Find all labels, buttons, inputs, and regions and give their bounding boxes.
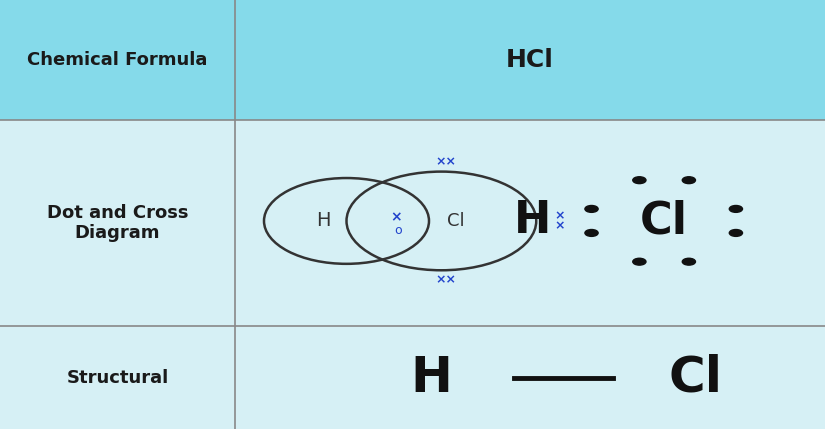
Text: Dot and Cross
Diagram: Dot and Cross Diagram <box>47 204 188 242</box>
Text: ××: ×× <box>435 156 456 169</box>
Circle shape <box>633 177 646 184</box>
Text: ×: × <box>554 220 564 233</box>
Text: H: H <box>410 353 452 402</box>
Bar <box>0 120 825 326</box>
Text: ×: × <box>554 209 564 222</box>
Text: ××: ×× <box>435 273 456 286</box>
Text: Cl: Cl <box>640 199 688 242</box>
Text: H: H <box>316 211 331 230</box>
Circle shape <box>682 258 695 265</box>
Circle shape <box>729 205 742 212</box>
Text: Chemical Formula: Chemical Formula <box>27 51 208 69</box>
Text: Cl: Cl <box>447 212 465 230</box>
Text: H: H <box>513 199 551 242</box>
Text: Cl: Cl <box>668 353 722 402</box>
Circle shape <box>729 230 742 236</box>
Circle shape <box>633 258 646 265</box>
Text: HCl: HCl <box>506 48 554 72</box>
Text: o: o <box>394 224 402 237</box>
Bar <box>0 326 825 429</box>
Circle shape <box>585 205 598 212</box>
Bar <box>0 0 825 120</box>
Text: ×: × <box>390 211 402 224</box>
Circle shape <box>585 230 598 236</box>
Text: Structural: Structural <box>67 369 168 387</box>
Circle shape <box>682 177 695 184</box>
